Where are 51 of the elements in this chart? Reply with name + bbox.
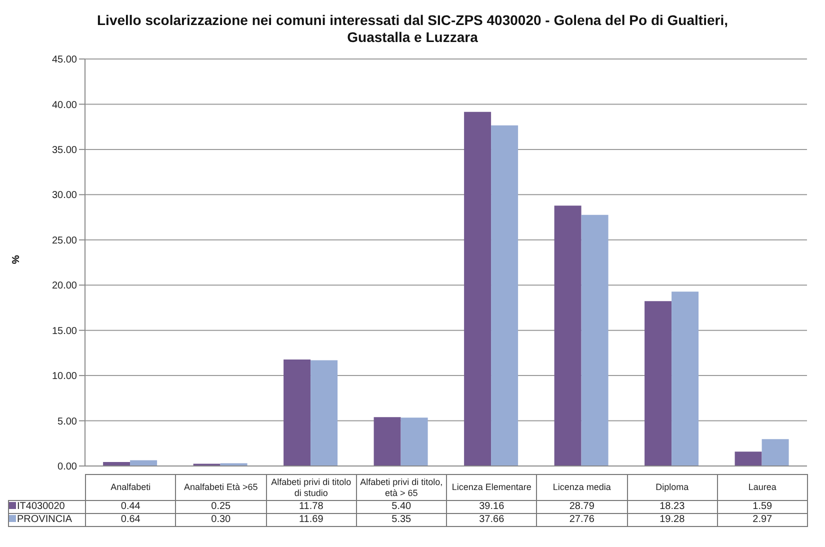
data-label: 2.97	[717, 514, 808, 526]
data-label: 37.66	[446, 514, 537, 526]
bar	[400, 418, 428, 466]
y-tick-label: 15.00	[52, 326, 78, 337]
y-tick-label: 0.00	[58, 462, 78, 473]
bar	[554, 206, 582, 466]
y-tick-label: 45.00	[52, 54, 78, 66]
data-label: 27.76	[536, 514, 627, 526]
bar	[374, 417, 401, 466]
bar	[644, 301, 672, 466]
x-tick-label: Analfabeti	[86, 474, 176, 500]
y-tick-label: 30.00	[52, 190, 78, 202]
chart-title: Livello scolarizzazione nei comuni interessati dal SIC-ZPS 4030020 - Golena del Po di Gualtieri, Guastalla e Luzzara	[96, 11, 729, 47]
bar	[284, 359, 311, 466]
legend-label: IT4030020	[8, 500, 86, 514]
y-tick-label: 5.00	[58, 416, 78, 428]
bar	[581, 214, 608, 466]
legend-label: PROVINCIA	[8, 514, 86, 526]
x-tick-label: Diploma	[627, 474, 718, 500]
x-tick-label: Alfabeti privi di titolo, età > 65	[356, 474, 446, 500]
data-label: 39.16	[446, 500, 537, 514]
bar	[734, 452, 762, 466]
x-tick-label: Licenza media	[536, 474, 627, 500]
bar	[130, 460, 158, 466]
x-tick-label: Analfabeti Età >65	[176, 474, 266, 500]
data-label: 0.30	[176, 514, 266, 526]
data-label: 18.23	[627, 500, 718, 514]
y-axis-title: %	[10, 255, 22, 264]
bar	[310, 360, 338, 466]
data-label: 1.59	[717, 500, 808, 514]
x-tick-label: Licenza Elementare	[446, 474, 537, 500]
data-label: 28.79	[536, 500, 627, 514]
data-label: 5.35	[356, 514, 446, 526]
x-tick-label: Laurea	[717, 474, 808, 500]
data-label: 11.69	[266, 514, 356, 526]
y-tick-label: 10.00	[52, 371, 78, 382]
y-tick-label: 35.00	[52, 144, 78, 156]
data-label: 0.64	[86, 514, 176, 526]
bar	[672, 292, 699, 466]
y-tick-label: 25.00	[52, 235, 78, 246]
data-label: 19.28	[627, 514, 718, 526]
data-label: 11.78	[266, 500, 356, 514]
bar	[464, 112, 492, 466]
x-tick-label: Alfabeti privi di titolo di studio	[266, 474, 356, 500]
y-tick-label: 20.00	[52, 280, 78, 292]
data-label: 0.25	[176, 500, 266, 514]
bar	[762, 439, 789, 466]
bar	[491, 125, 518, 466]
y-tick-label: 40.00	[52, 100, 78, 111]
data-label: 0.44	[86, 500, 176, 514]
data-label: 5.40	[356, 500, 446, 514]
